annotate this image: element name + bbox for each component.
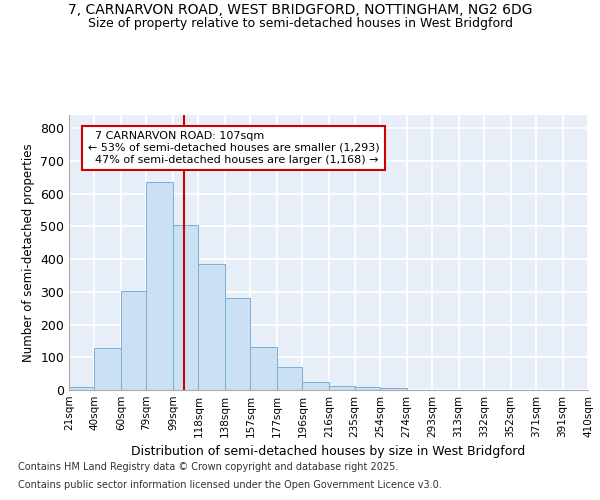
Bar: [277, 367, 302, 390]
Bar: [355, 388, 380, 390]
Text: Contains HM Land Registry data © Crown copyright and database right 2025.: Contains HM Land Registry data © Crown c…: [18, 462, 398, 472]
Bar: [94, 348, 121, 390]
Bar: [250, 348, 277, 390]
Bar: [69, 388, 94, 390]
Bar: [380, 388, 407, 390]
Text: 7 CARNARVON ROAD: 107sqm
← 53% of semi-detached houses are smaller (1,293)
  47%: 7 CARNARVON ROAD: 107sqm ← 53% of semi-d…: [88, 132, 379, 164]
Bar: [173, 226, 199, 390]
Bar: [121, 291, 146, 390]
Bar: [225, 298, 250, 390]
Text: 7, CARNARVON ROAD, WEST BRIDGFORD, NOTTINGHAM, NG2 6DG: 7, CARNARVON ROAD, WEST BRIDGFORD, NOTTI…: [68, 2, 532, 16]
Bar: [199, 264, 225, 390]
Bar: [302, 382, 329, 390]
Y-axis label: Number of semi-detached properties: Number of semi-detached properties: [22, 143, 35, 362]
Bar: [146, 182, 173, 390]
Text: Size of property relative to semi-detached houses in West Bridgford: Size of property relative to semi-detach…: [88, 18, 512, 30]
Text: Contains public sector information licensed under the Open Government Licence v3: Contains public sector information licen…: [18, 480, 442, 490]
Bar: [329, 386, 355, 390]
X-axis label: Distribution of semi-detached houses by size in West Bridgford: Distribution of semi-detached houses by …: [131, 446, 526, 458]
